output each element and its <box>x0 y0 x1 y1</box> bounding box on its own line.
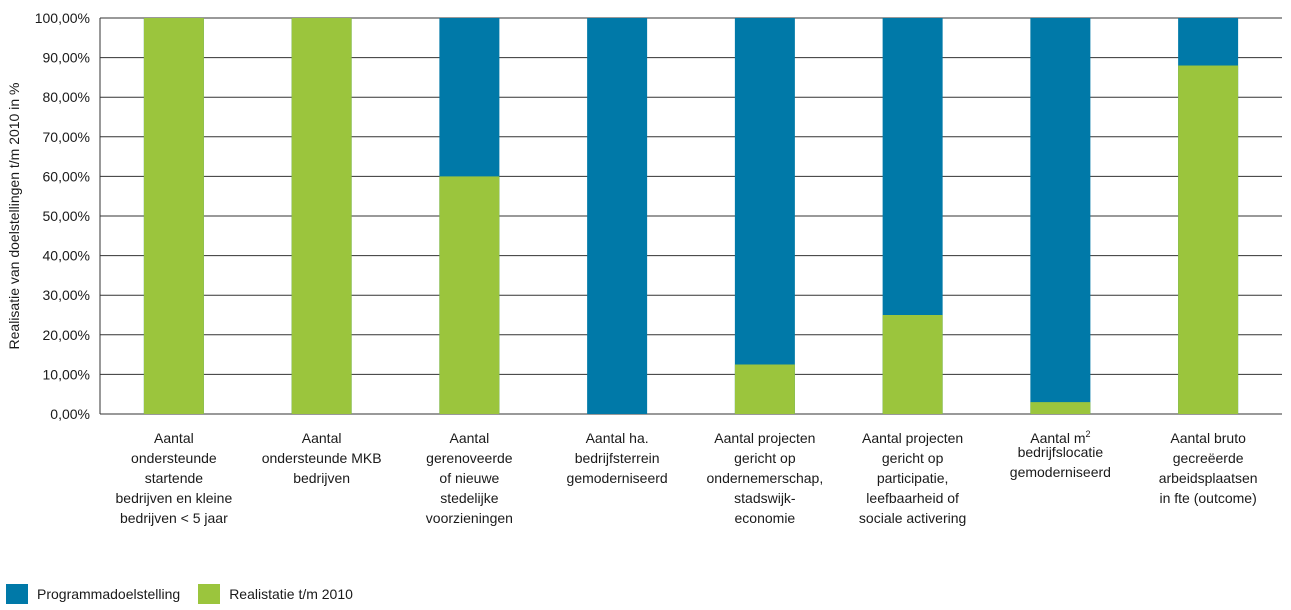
x-tick-label-line: voorzieningen <box>426 510 513 526</box>
x-tick-label-line: bedrijven < 5 jaar <box>120 510 228 526</box>
x-tick-label-line: ondersteunde <box>131 450 217 466</box>
y-tick-label: 80,00% <box>43 89 90 105</box>
x-tick-label-line: stedelijke <box>440 490 499 506</box>
x-tick-label-line: stadswijk- <box>734 490 796 506</box>
x-tick-label-line: Aantal <box>154 430 194 446</box>
x-tick-label: Aantal ondersteunde startende bedrijven en … <box>116 430 233 526</box>
x-tick-label: Aantal ha. bedrijfsterrein gemoderniseerd <box>567 430 668 486</box>
x-tick-label: Aantal ondersteunde MKB bedrijven <box>262 430 382 486</box>
x-tick-label-line: bedrijfslocatie <box>1018 444 1104 460</box>
y-tick-label: 70,00% <box>43 129 90 145</box>
x-tick-label-line: Aantal <box>450 430 490 446</box>
x-tick-label: Aantal bruto gecreëerde arbeidsplaatsen in … <box>1159 430 1258 506</box>
legend-label-target: Programmadoelstelling <box>37 586 181 602</box>
legend-item-realisation: Realistatie t/m 2010 <box>198 584 353 604</box>
x-tick-label-line: economie <box>735 510 796 526</box>
x-tick-label-line: bedrijfsterrein <box>575 450 660 466</box>
x-tick-label: Aantal projecten gericht op ondernemerscha… <box>707 430 824 526</box>
y-tick-label: 50,00% <box>43 208 90 224</box>
x-tick-labels: Aantal ondersteunde startende bedrijven en … <box>116 429 1258 526</box>
x-tick-label-line: Aantal ha. <box>586 430 649 446</box>
y-tick-label: 0,00% <box>50 406 90 422</box>
x-tick-label-line: gemoderniseerd <box>567 470 668 486</box>
x-tick-label-line: ondernemerschap, <box>707 470 824 486</box>
x-tick-label-line: Aantal m2 <box>1030 429 1090 446</box>
x-tick-label-line: gericht op <box>882 450 944 466</box>
x-tick-label-line: gecreëerde <box>1173 450 1244 466</box>
bar-realisation <box>1178 65 1239 415</box>
x-tick-label-line: of nieuwe <box>439 470 499 486</box>
x-tick-label-line: leefbaarheid of <box>866 490 959 506</box>
x-tick-label: Aantal m2 bedrijfslocatie gemoderniseerd <box>1010 429 1111 480</box>
bar-realisation <box>291 18 352 414</box>
legend-item-target: Programmadoelstelling <box>6 584 180 604</box>
x-tick-label-line: ondersteunde MKB <box>262 450 382 466</box>
legend: Programmadoelstelling Realistatie t/m 20… <box>6 584 371 604</box>
x-tick-label-line: Aantal projecten <box>862 430 963 446</box>
x-tick-label: Aantal gerenoveerde of nieuwe stedelijke voo… <box>426 430 513 526</box>
x-tick-label-line: bedrijven en kleine <box>116 490 233 506</box>
stacked-bar-chart: 0,00% 10,00% 20,00% 30,00% 40,00% 50,00% 60,00… <box>6 10 1282 526</box>
y-tick-label: 100,00% <box>35 10 90 26</box>
y-tick-label: 20,00% <box>43 327 90 343</box>
legend-swatch-realisation <box>198 584 221 604</box>
bar-target <box>587 18 648 414</box>
x-tick-label-line: Aantal bruto <box>1170 430 1246 446</box>
bar-realisation <box>1030 402 1091 414</box>
x-tick-label: Aantal projecten gericht op participatie, l… <box>859 430 966 526</box>
x-tick-label-line: Aantal projecten <box>714 430 815 446</box>
x-tick-label-line: participatie, <box>877 470 949 486</box>
y-tick-labels: 0,00% 10,00% 20,00% 30,00% 40,00% 50,00% 60,00… <box>35 10 90 422</box>
bar-realisation <box>143 18 204 414</box>
x-tick-label-line: startende <box>145 470 204 486</box>
x-tick-label-line: bedrijven <box>293 470 350 486</box>
y-tick-label: 90,00% <box>43 50 90 66</box>
x-tick-label-line: in fte (outcome) <box>1159 490 1256 506</box>
y-tick-label: 30,00% <box>43 287 90 303</box>
x-tick-label-line: arbeidsplaatsen <box>1159 470 1258 486</box>
y-tick-label: 40,00% <box>43 248 90 264</box>
x-tick-label-line: Aantal <box>302 430 342 446</box>
x-tick-label-line: sociale activering <box>859 510 966 526</box>
y-tick-label: 10,00% <box>43 366 90 382</box>
bar-target <box>1030 18 1091 414</box>
bars <box>143 18 1239 415</box>
y-axis-label: Realisatie van doelstellingen t/m 2010 i… <box>6 83 22 350</box>
legend-swatch-target <box>6 584 28 604</box>
x-tick-label-line: gerenoveerde <box>426 450 513 466</box>
bar-realisation <box>882 315 943 414</box>
gridlines <box>100 17 1282 415</box>
x-tick-label-line: gemoderniseerd <box>1010 464 1111 480</box>
legend-label-realisation: Realistatie t/m 2010 <box>229 586 353 602</box>
bar-realisation <box>734 364 795 414</box>
x-tick-label-line: gericht op <box>734 450 796 466</box>
y-tick-label: 60,00% <box>43 168 90 184</box>
bar-realisation <box>439 176 500 414</box>
bar-target <box>734 18 795 414</box>
